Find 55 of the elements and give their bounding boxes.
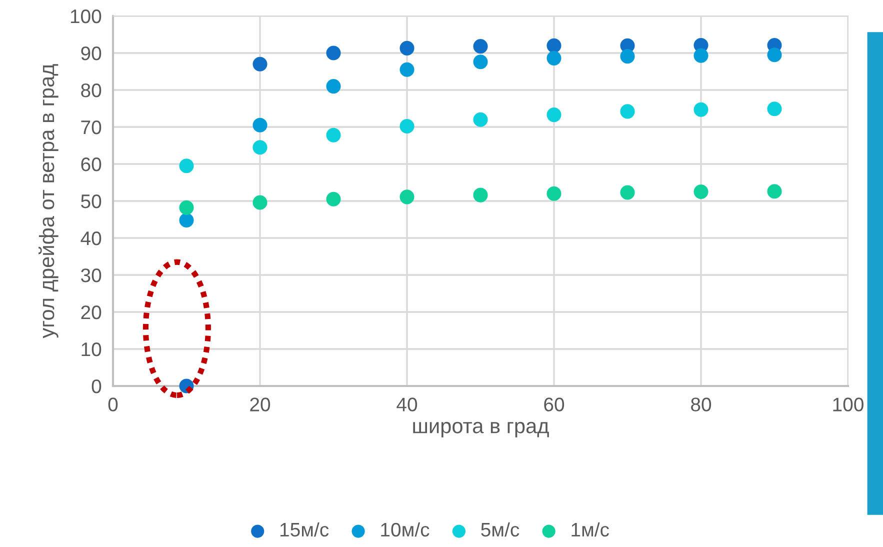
x-axis-title: широта в град (413, 422, 549, 438)
point (179, 200, 194, 215)
point (400, 190, 414, 204)
x-tick-label: 100 (833, 398, 864, 412)
y-tick-label: 80 (81, 83, 102, 98)
y-axis-title: угол дрейфа от ветра в град (38, 64, 58, 338)
y-tick-label: 70 (81, 120, 102, 134)
y-tick-label: 10 (82, 342, 102, 356)
x-tick-label: 0 (108, 398, 118, 412)
x-tick-label: 20 (250, 398, 270, 412)
point (400, 62, 414, 77)
point (400, 40, 414, 56)
x-tick-label: 80 (691, 398, 712, 412)
legend-label: 15м/с (280, 522, 329, 537)
y-tick-label: 100 (70, 9, 102, 24)
point (326, 192, 341, 206)
x-tick-label: 40 (396, 398, 418, 412)
y-tick-label: 40 (80, 231, 102, 246)
point (767, 102, 782, 116)
point (767, 184, 782, 199)
point (473, 112, 488, 127)
point (179, 212, 194, 228)
point (620, 185, 635, 200)
point (326, 46, 341, 60)
point (546, 108, 562, 122)
y-tick-label: 20 (81, 305, 102, 320)
point (326, 79, 341, 94)
point (252, 140, 268, 155)
point (694, 102, 708, 117)
point (546, 38, 562, 53)
x-tick-label: 60 (544, 398, 564, 412)
point (694, 48, 708, 63)
point (620, 104, 635, 119)
y-tick-label: 90 (81, 46, 102, 60)
point (400, 118, 414, 134)
point (767, 48, 782, 62)
y-tick-label: 50 (81, 194, 102, 208)
point (546, 50, 562, 66)
y-tick-label: 30 (81, 268, 102, 282)
point (546, 186, 562, 201)
point (252, 56, 268, 72)
y-tick-label: 60 (81, 157, 102, 172)
point (694, 184, 708, 200)
point (620, 49, 635, 64)
point (473, 54, 488, 70)
legend-label: 5м/с (481, 522, 520, 537)
point (252, 195, 268, 210)
point (473, 39, 488, 54)
legend-label: 10м/с (381, 522, 430, 537)
legend-label: 1м/с (572, 522, 609, 537)
point (179, 158, 194, 174)
point (473, 188, 488, 202)
point (326, 128, 341, 142)
point (252, 118, 268, 132)
y-tick-label: 0 (92, 379, 102, 394)
